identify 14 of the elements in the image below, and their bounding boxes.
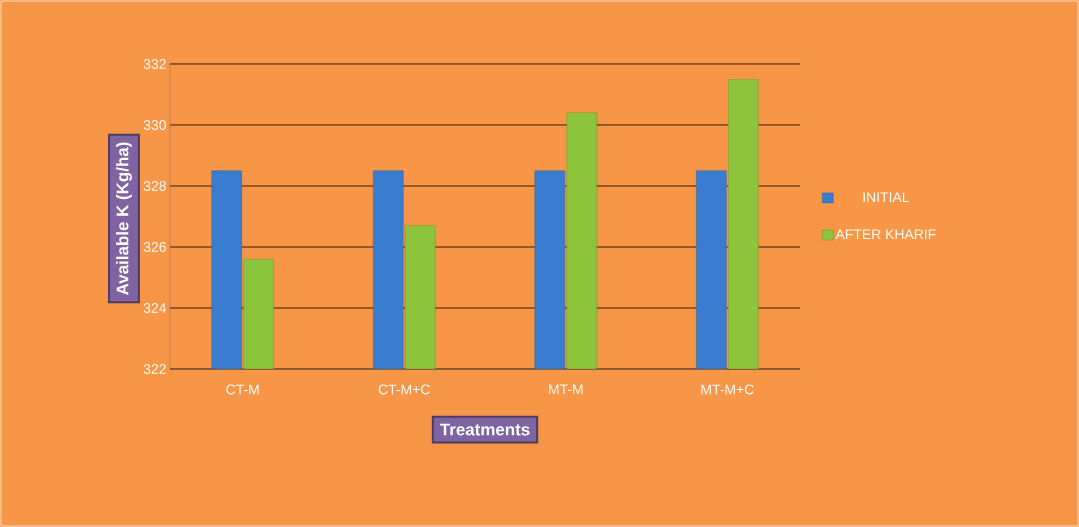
y-tick-label: 332 — [143, 59, 166, 69]
y-tick-label: 322 — [143, 364, 166, 374]
legend-label: AFTER KHARIF — [835, 229, 936, 240]
y-tick-label: 326 — [143, 242, 166, 252]
x-tick-label: MT-M — [549, 384, 583, 395]
legend-label: INITIAL — [863, 192, 910, 202]
y-tick-label: 324 — [143, 303, 167, 313]
x-axis-title: Treatments — [440, 423, 530, 436]
y-tick-label: 328 — [143, 181, 166, 191]
y-axis-title: Available K (Kg/ha) — [116, 142, 132, 295]
x-tick-label: CT-M+C — [378, 384, 430, 395]
x-tick-label: CT-M — [226, 384, 259, 395]
x-tick-label: MT-M+C — [701, 384, 754, 395]
y-tick-label: 330 — [143, 120, 166, 130]
